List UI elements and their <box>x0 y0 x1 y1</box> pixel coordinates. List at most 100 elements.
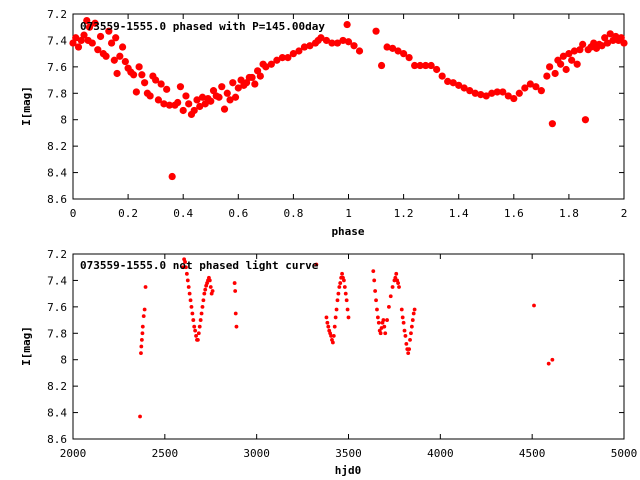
unphased-data-point <box>188 298 193 303</box>
phased-data-point <box>121 57 129 66</box>
unphased-data-point <box>338 281 343 285</box>
unphased-data-point <box>373 289 378 293</box>
phased-data-point <box>620 39 628 47</box>
phased-data-point <box>617 34 625 42</box>
phased-data-point <box>163 85 171 93</box>
unphased-x-tick-label: 4000 <box>427 447 454 460</box>
phased-data-point <box>557 60 565 68</box>
unphased-data-point <box>233 289 238 293</box>
unphased-x-tick-label: 2500 <box>152 447 179 460</box>
phased-data-point <box>116 52 124 60</box>
unphased-data-point <box>376 320 381 325</box>
unphased-data-point <box>403 334 408 338</box>
phased-data-point <box>394 47 402 55</box>
phased-data-point <box>546 63 554 71</box>
unphased-data-point <box>232 281 237 285</box>
phased-data-point <box>157 80 165 88</box>
unphased-x-tick-label: 3000 <box>243 447 270 460</box>
phased-data-point <box>152 76 160 84</box>
phased-data-point <box>289 50 297 58</box>
unphased-x-tick-label: 2000 <box>60 447 87 460</box>
unphased-y-tick-label: 7.6 <box>47 301 67 314</box>
unphased-data-point <box>409 331 413 336</box>
phased-data-point <box>306 42 314 50</box>
phased-data-point <box>198 93 207 101</box>
unphased-data-point <box>334 307 339 312</box>
unphased-data-point <box>399 307 404 312</box>
phased-data-point <box>80 31 88 39</box>
unphased-data-point <box>381 318 386 322</box>
unphased-data-point <box>325 320 330 325</box>
phased-data-point <box>168 172 176 181</box>
phased-data-point <box>433 65 441 74</box>
unphased-data-point <box>371 269 376 274</box>
unphased-data-point <box>139 337 144 342</box>
unphased-x-tick-label: 4500 <box>519 447 546 460</box>
phased-data-point <box>355 47 364 55</box>
phased-data-point <box>295 47 303 55</box>
phased-data-point <box>141 79 149 87</box>
unphased-data-point <box>382 324 387 329</box>
phased-data-point <box>400 50 408 58</box>
unphased-x-axis-label: hjd0 <box>335 464 362 477</box>
phased-data-point <box>179 106 187 115</box>
unphased-data-point <box>333 315 338 320</box>
unphased-data-point <box>383 331 388 336</box>
unphased-data-point <box>139 351 143 356</box>
phased-data-point <box>562 65 570 74</box>
phased-data-point <box>253 67 262 75</box>
unphased-data-point <box>393 275 398 280</box>
phased-data-point <box>278 54 286 62</box>
unphased-data-point <box>404 341 409 346</box>
phased-data-point <box>510 94 518 103</box>
phased-x-axis-label: phase <box>331 225 364 238</box>
phased-data-point <box>377 61 386 70</box>
phased-x-tick-label: 1.2 <box>394 207 414 220</box>
unphased-data-point <box>396 281 400 285</box>
phased-data-point <box>185 100 193 108</box>
unphased-data-point <box>139 344 144 349</box>
phased-x-tick-label: 1.4 <box>449 207 469 220</box>
phased-data-point <box>135 63 143 71</box>
phased-data-point <box>565 50 573 58</box>
phased-data-point <box>455 81 463 89</box>
phased-data-point <box>543 72 551 80</box>
unphased-data-point <box>378 331 383 336</box>
phased-data-point <box>339 36 347 45</box>
phased-data-point <box>422 61 430 70</box>
unphased-ticks: 2000 2500 3000 3500 4000 4500 5000 7.2 7.4 7.6 7.8… <box>47 248 637 460</box>
phased-data-point <box>548 120 556 128</box>
phased-data-point <box>207 97 215 105</box>
unphased-data-point <box>184 265 188 270</box>
phased-data-point <box>113 69 121 78</box>
phased-data-point <box>146 92 154 100</box>
phased-data-point <box>130 71 138 79</box>
phased-data-point <box>344 38 353 46</box>
unphased-data-point <box>546 361 551 366</box>
unphased-y-tick-label: 8.2 <box>47 380 67 393</box>
unphased-data-point <box>331 334 336 338</box>
phased-data-point <box>85 23 94 31</box>
unphased-data-point <box>402 328 407 333</box>
unphased-data-point <box>332 324 337 329</box>
unphased-data-point <box>407 347 412 352</box>
phased-data-point <box>416 61 424 70</box>
phased-ticks: 0 0.2 0.4 0.6 0.8 1 1.2 1.4 1.6 1.8 2 7.2 7.4 7.6 7.8 8… <box>47 8 627 220</box>
phased-data-point <box>242 79 251 87</box>
phased-data-point <box>482 92 490 100</box>
phased-data-point <box>72 34 80 42</box>
unphased-data-point <box>372 278 377 283</box>
unphased-data-point <box>183 260 187 264</box>
phased-data-point <box>96 32 105 41</box>
unphased-data-point <box>532 303 536 308</box>
phased-points <box>69 17 628 181</box>
unphased-data-point <box>198 318 203 322</box>
phased-data-point <box>471 89 479 97</box>
unphased-data-point <box>385 318 389 322</box>
phased-data-point <box>488 89 496 97</box>
phased-data-point <box>110 56 118 64</box>
phased-y-tick-label: 8.2 <box>47 140 67 153</box>
phased-data-point <box>91 19 99 27</box>
phased-x-tick-label: 0.6 <box>228 207 248 220</box>
